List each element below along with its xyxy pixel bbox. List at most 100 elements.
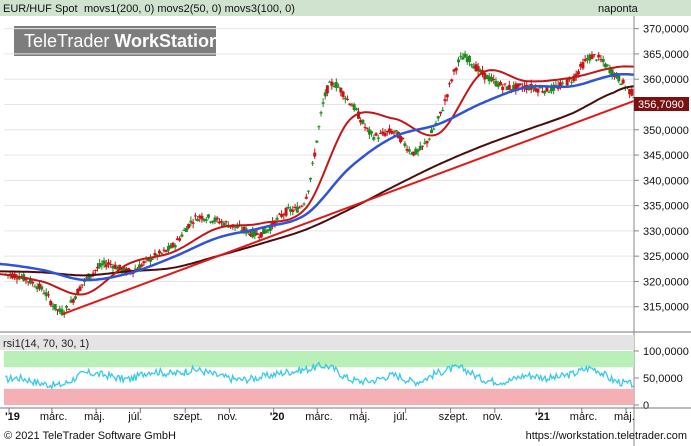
price-candle [204, 219, 208, 221]
price-candle [470, 64, 474, 66]
price-candle [206, 214, 210, 218]
price-candle [425, 140, 429, 144]
price-candle [487, 76, 491, 82]
rsi-overbought-band [4, 351, 634, 368]
price-candle [67, 308, 71, 310]
rsi-y-tick-label: 100,0000 [643, 346, 689, 358]
price-candle [175, 238, 179, 241]
price-candle [251, 229, 255, 238]
price-candle [93, 269, 97, 271]
ma100-line [0, 72, 634, 282]
price-candle [151, 258, 155, 260]
price-candle [354, 108, 358, 111]
price-candle [148, 256, 152, 262]
price-candle [509, 89, 513, 91]
price-candle [69, 300, 73, 303]
price-candle [49, 300, 53, 306]
price-candle [178, 238, 182, 241]
price-candle [111, 265, 115, 269]
price-candle [330, 81, 334, 86]
price-candle [233, 226, 237, 228]
price-candle [280, 213, 284, 217]
price-candle [76, 288, 80, 295]
price-candle [385, 130, 389, 133]
price-candle [253, 230, 257, 236]
rsi-bands [4, 351, 634, 405]
price-candle [401, 137, 405, 140]
time-tick-label: márc. [40, 411, 67, 423]
rsi-oversold-band [4, 388, 634, 405]
price-candle [540, 91, 544, 93]
price-candle [315, 140, 319, 143]
price-candle [240, 229, 244, 231]
price-candle [317, 126, 321, 128]
ma50-line [0, 65, 634, 296]
rsi-panel-header [0, 335, 634, 350]
price-candle [17, 276, 21, 280]
price-candle [118, 264, 122, 269]
price-y-tick-label: 350,0000 [643, 125, 689, 137]
price-candle [293, 206, 297, 208]
time-tick-label: nov. [483, 411, 503, 423]
price-candle [182, 229, 186, 231]
price-candle [463, 53, 467, 58]
price-candle [191, 222, 195, 224]
price-candle [394, 130, 398, 132]
price-candle [430, 129, 434, 134]
price-candle [309, 177, 313, 180]
price-candle [209, 221, 213, 223]
price-candle [146, 257, 150, 261]
price-candle [445, 94, 449, 98]
price-candle [514, 83, 518, 91]
time-tick-label: máj. [349, 411, 370, 423]
price-candle [187, 223, 191, 229]
time-tick-label: márc. [570, 411, 598, 423]
price-candle [220, 221, 224, 223]
price-y-tick-label: 365,0000 [643, 49, 689, 61]
price-candle [494, 80, 498, 87]
price-candle [15, 278, 19, 280]
price-candle [224, 221, 228, 223]
price-candle [166, 246, 170, 251]
price-candle [341, 91, 345, 97]
price-candle [376, 137, 380, 139]
price-candle [447, 83, 451, 85]
price-candle [478, 69, 482, 73]
price-candle [173, 244, 177, 248]
rsi-y-tick-label: 0 [643, 400, 649, 412]
price-y-tick-label: 360,0000 [643, 74, 689, 86]
price-candle [601, 59, 605, 63]
price-candle [286, 206, 290, 209]
price-candle [184, 228, 188, 232]
price-candle [423, 142, 427, 144]
price-candle [302, 203, 306, 205]
price-candle [579, 63, 583, 67]
footer-url[interactable]: https://workstation.teletrader.com [525, 430, 687, 442]
price-candle [202, 218, 206, 221]
price-candle [454, 67, 458, 71]
price-candle [545, 85, 549, 92]
price-candle [501, 86, 505, 90]
price-candle [403, 143, 407, 146]
price-candle [311, 162, 315, 164]
price-candle [53, 304, 57, 310]
price-candle [405, 148, 409, 151]
time-tick-label: '20 [270, 411, 285, 423]
price-y-tick-label: 315,0000 [643, 302, 689, 314]
price-candle [58, 308, 62, 312]
price-candle [492, 78, 496, 80]
price-candle [40, 286, 44, 290]
price-candle [461, 57, 465, 60]
price-candle [255, 232, 259, 235]
price-candle [367, 129, 371, 135]
price-candle [606, 64, 610, 66]
price-candle [359, 119, 363, 123]
price-candle [357, 111, 361, 119]
price-candle [98, 263, 102, 268]
price-candle [441, 110, 445, 112]
price-candle [339, 87, 343, 93]
price-candle [465, 57, 469, 63]
price-candle [284, 208, 288, 216]
price-candle [572, 75, 576, 82]
price-candle [289, 208, 293, 212]
